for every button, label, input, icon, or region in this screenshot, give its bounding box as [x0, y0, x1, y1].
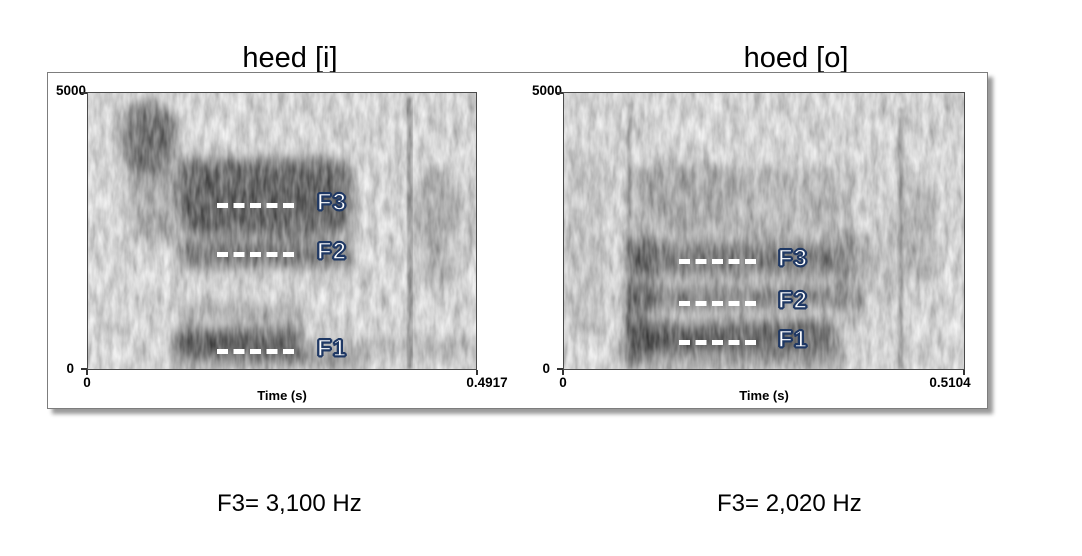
y-tick-bottom-heed [81, 368, 87, 370]
x-axis-title-heed: Time (s) [257, 388, 307, 403]
formant-values-hoed: F3= 2,020 Hz F2= 1,250 Hz F1= 480 Hz [717, 429, 862, 556]
x-tick-start-hoed [562, 370, 564, 375]
formant-label-f2-heed: F2 [316, 238, 348, 266]
formant-dash-f2-heed [217, 252, 297, 257]
x-tick-start-heed [86, 370, 88, 375]
formant-value-line: F3= 2,020 Hz [717, 490, 862, 517]
x-min-label-heed: 0 [83, 375, 91, 390]
formant-dash-f1-hoed [679, 340, 759, 345]
y-min-label-heed: 0 [66, 361, 74, 376]
x-max-label-hoed: 0.5104 [929, 375, 971, 390]
formant-label-f3-heed: F3 [316, 189, 348, 217]
spectrogram-image-hoed [564, 93, 964, 369]
y-max-label-heed: 5000 [55, 83, 86, 98]
formant-label-f1-hoed: F1 [777, 326, 809, 354]
panel-title-hoed: hoed [o] [743, 42, 849, 74]
spectrogram-plot-heed: F3 F2 F1 [87, 92, 477, 370]
formant-dash-f1-heed [217, 349, 297, 354]
formant-dash-f3-hoed [679, 259, 759, 264]
formant-label-f1-heed: F1 [316, 335, 348, 363]
formant-values-heed: F3= 3,100 Hz F2= 2,100 Hz F1= 290 Hz [217, 429, 362, 556]
y-min-label-hoed: 0 [542, 361, 550, 376]
formant-label-f2-hoed: F2 [777, 287, 809, 315]
x-tick-end-heed [476, 370, 478, 375]
x-axis-title-hoed: Time (s) [739, 388, 789, 403]
y-tick-top-heed [81, 92, 87, 94]
panel-title-heed: heed [i] [242, 42, 338, 74]
x-min-label-hoed: 0 [559, 375, 567, 390]
y-max-label-hoed: 5000 [531, 83, 562, 98]
spectrogram-image-heed [88, 93, 476, 369]
formant-dash-f2-hoed [679, 301, 759, 306]
y-tick-top-hoed [557, 92, 563, 94]
y-tick-bottom-hoed [557, 368, 563, 370]
formant-label-f3-hoed: F3 [777, 245, 809, 273]
spectrogram-plot-hoed: F3 F2 F1 [563, 92, 965, 370]
formant-value-line: F3= 3,100 Hz [217, 490, 362, 517]
x-max-label-heed: 0.4917 [466, 375, 508, 390]
x-tick-end-hoed [963, 370, 965, 375]
formant-dash-f3-heed [217, 203, 297, 208]
